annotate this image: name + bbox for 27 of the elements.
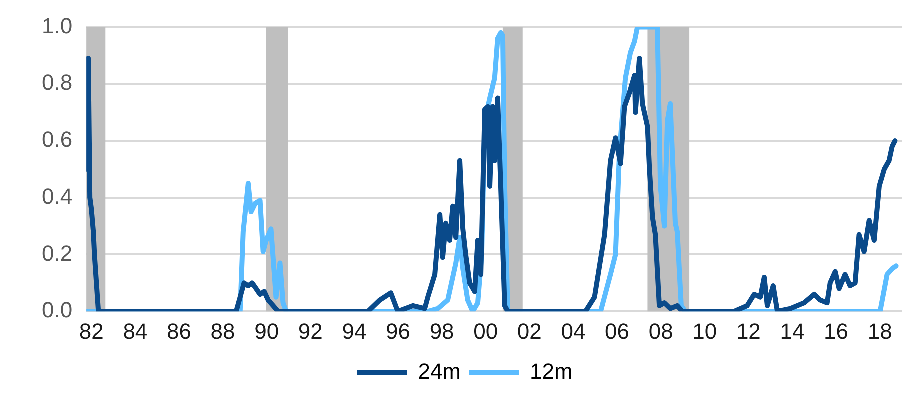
y-tick-label: 0.4 (42, 184, 73, 209)
x-tick-label: 18 (868, 318, 892, 344)
x-tick-label: 92 (298, 318, 323, 344)
legend-label: 24m (418, 359, 461, 384)
y-tick-label: 0.6 (42, 127, 73, 152)
x-tick-label: 90 (254, 318, 280, 344)
y-tick-label: 0.8 (42, 70, 73, 96)
x-tick-label: 14 (780, 318, 805, 344)
x-tick-label: 02 (517, 318, 542, 344)
x-tick-label: 08 (648, 318, 674, 344)
x-tick-label: 10 (692, 318, 718, 344)
x-tick-label: 06 (605, 318, 630, 344)
y-tick-label: 1.0 (42, 13, 73, 38)
x-tick-label: 96 (386, 318, 410, 344)
x-tick-label: 04 (561, 318, 586, 344)
x-tick-label: 94 (342, 318, 367, 344)
y-tick-label: 0.2 (42, 240, 73, 266)
x-tick-label: 00 (474, 318, 498, 344)
x-tick-label: 12 (736, 318, 761, 344)
x-tick-label: 82 (79, 318, 104, 344)
x-tick-label: 86 (166, 318, 192, 344)
x-tick-label: 98 (430, 318, 454, 344)
legend-label: 12m (530, 359, 573, 384)
x-tick-label: 88 (210, 318, 236, 344)
x-tick-label: 84 (123, 318, 148, 344)
y-tick-label: 0.0 (42, 298, 73, 323)
x-tick-label: 16 (824, 318, 849, 344)
